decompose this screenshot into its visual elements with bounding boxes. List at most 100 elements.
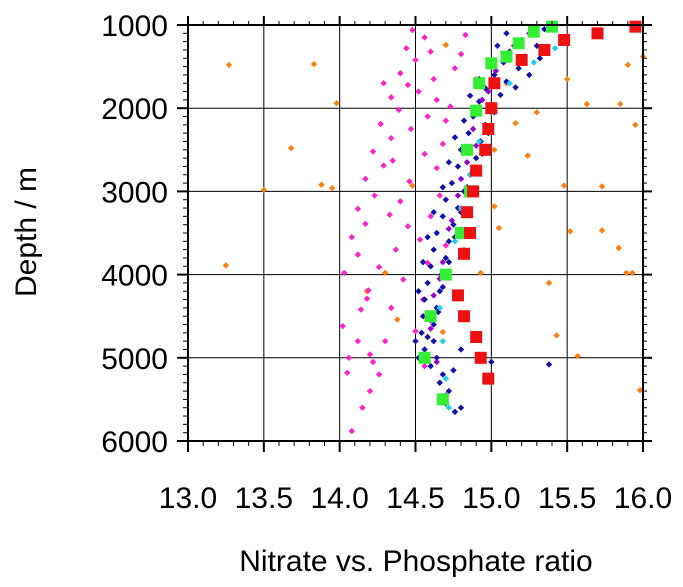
data-point <box>474 351 487 364</box>
y-tick-label: 3000 <box>101 176 168 209</box>
data-point <box>451 134 459 141</box>
data-point <box>515 53 528 66</box>
data-point <box>397 198 404 205</box>
data-point <box>436 304 443 312</box>
data-point <box>464 227 477 239</box>
data-point <box>421 362 428 370</box>
data-point <box>388 134 395 142</box>
data-point <box>345 354 352 361</box>
data-point <box>472 142 480 149</box>
data-point <box>412 337 419 345</box>
data-point <box>412 327 419 335</box>
data-point <box>415 88 422 95</box>
data-point <box>460 117 468 124</box>
x-tick-label: 15.0 <box>462 482 520 515</box>
data-point <box>366 351 374 358</box>
data-point <box>427 362 434 370</box>
data-point <box>421 150 428 158</box>
data-point <box>447 103 454 110</box>
data-point <box>436 379 443 386</box>
data-point <box>427 325 434 332</box>
data-point <box>512 84 519 91</box>
data-point <box>583 100 591 108</box>
data-point <box>457 175 465 183</box>
data-point <box>442 254 450 262</box>
data-point <box>551 45 559 52</box>
data-point <box>629 20 642 33</box>
data-point <box>450 367 457 374</box>
grid-lines <box>187 24 644 442</box>
data-point <box>287 144 295 152</box>
data-point <box>439 283 446 291</box>
data-point <box>439 258 446 266</box>
x-tick-label: 15.5 <box>538 482 596 515</box>
data-points <box>222 20 647 435</box>
data-point <box>512 37 525 50</box>
data-point <box>328 184 336 192</box>
data-point <box>492 67 500 74</box>
data-point <box>624 61 632 69</box>
data-point <box>458 247 471 260</box>
data-point <box>445 159 453 166</box>
data-point <box>538 43 551 56</box>
data-point <box>260 186 268 193</box>
data-point <box>357 306 365 313</box>
data-point <box>461 206 474 219</box>
data-point <box>497 91 504 99</box>
data-point <box>416 236 424 243</box>
data-point <box>381 269 389 277</box>
data-point <box>363 295 371 302</box>
data-point <box>465 129 472 137</box>
data-point <box>341 269 348 277</box>
data-point <box>629 269 636 277</box>
data-point <box>567 228 574 235</box>
data-point <box>439 213 446 220</box>
y-tick-label: 6000 <box>101 426 168 459</box>
data-point <box>442 196 450 203</box>
data-point <box>632 121 639 129</box>
data-point <box>421 296 428 303</box>
data-point <box>439 328 446 336</box>
data-point <box>503 30 510 37</box>
data-point <box>472 154 480 162</box>
data-point <box>448 179 456 187</box>
data-point <box>574 352 581 360</box>
data-point <box>477 269 484 277</box>
data-point <box>448 217 456 224</box>
data-point <box>439 268 452 281</box>
data-point <box>615 244 622 252</box>
data-point <box>375 371 383 378</box>
data-point <box>533 109 541 116</box>
data-point <box>536 55 544 62</box>
x-tick-label: 16.0 <box>614 482 672 515</box>
data-point <box>433 229 440 237</box>
x-tick-label: 13.5 <box>235 482 293 515</box>
data-point <box>458 310 471 323</box>
series-0 <box>222 41 647 394</box>
data-point <box>470 331 483 343</box>
data-point <box>427 263 434 270</box>
data-point <box>454 163 462 170</box>
data-point <box>457 50 465 58</box>
x-tick-label: 13.0 <box>159 482 217 515</box>
data-point <box>359 404 366 411</box>
data-point <box>388 94 395 101</box>
data-point <box>476 138 483 145</box>
data-point <box>430 337 437 345</box>
data-point <box>369 148 377 155</box>
data-point <box>418 329 425 337</box>
data-point <box>445 404 453 411</box>
data-point <box>366 387 374 395</box>
y-tick-label: 4000 <box>101 260 168 293</box>
data-point <box>463 159 471 166</box>
data-point <box>495 224 503 232</box>
data-point <box>397 70 404 77</box>
data-point <box>455 227 467 239</box>
data-point <box>500 50 513 63</box>
y-axis-label: Depth / m <box>10 167 43 297</box>
data-point <box>424 279 431 287</box>
data-point <box>339 322 346 330</box>
data-point <box>553 332 560 339</box>
data-point <box>636 387 644 394</box>
data-point <box>470 164 483 177</box>
